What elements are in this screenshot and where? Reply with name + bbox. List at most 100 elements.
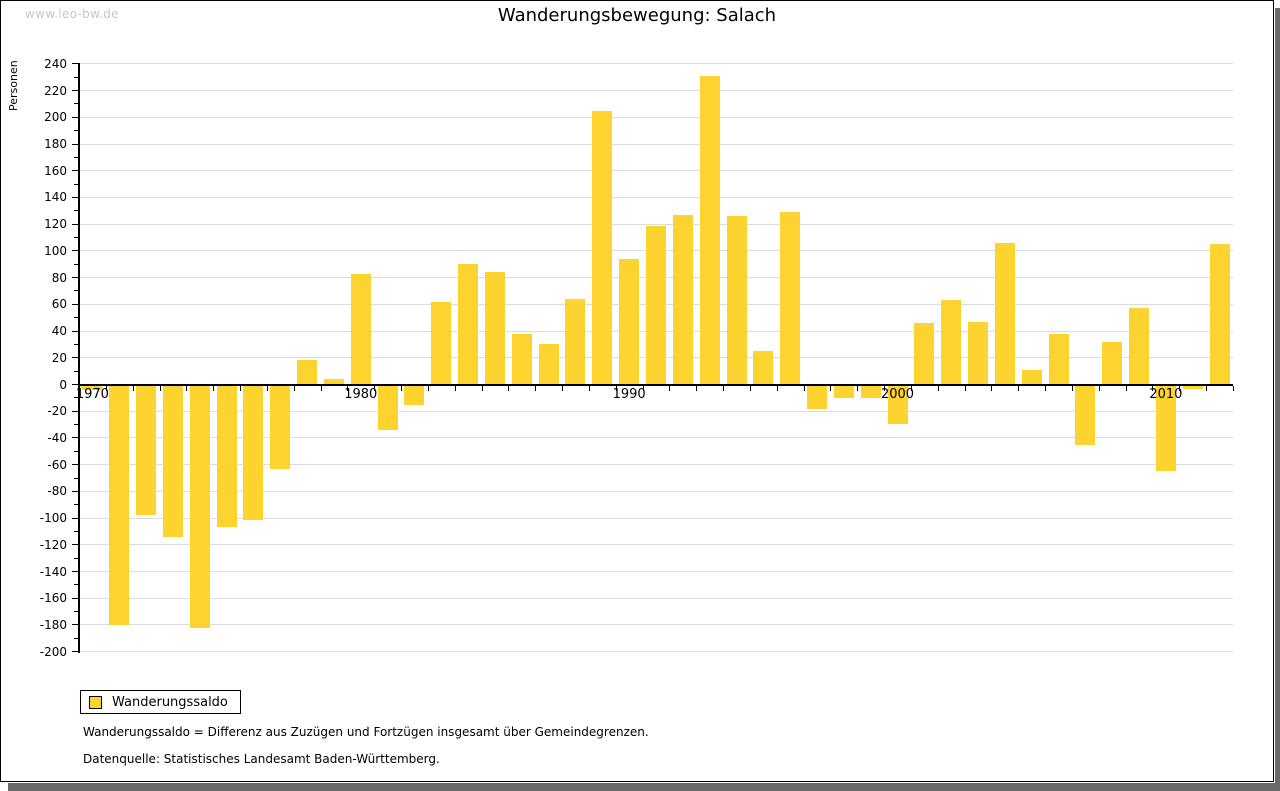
y-axis-tick xyxy=(72,544,78,546)
y-axis-tick xyxy=(74,397,78,399)
bar-1970 xyxy=(82,386,103,390)
y-axis-label: 200 xyxy=(44,110,67,125)
y-axis-tick xyxy=(72,63,78,65)
x-axis-tick xyxy=(481,385,483,391)
y-axis-line xyxy=(78,62,80,653)
x-axis-tick xyxy=(642,385,644,391)
x-axis-tick xyxy=(1152,385,1154,391)
x-axis-tick xyxy=(1098,385,1100,391)
y-axis-tick xyxy=(72,277,78,279)
y-axis-label: 100 xyxy=(44,243,67,258)
x-axis-label: 1970 xyxy=(75,386,109,402)
gridline xyxy=(79,490,1233,492)
gridline xyxy=(79,170,1233,172)
window-shadow-bottom xyxy=(8,783,1280,791)
bar-1979 xyxy=(323,379,344,385)
x-axis-label: 1980 xyxy=(344,386,378,402)
y-axis-tick xyxy=(74,290,78,292)
bar-1989 xyxy=(592,110,613,385)
x-axis-tick xyxy=(964,385,966,391)
bar-1978 xyxy=(297,360,318,385)
bar-2008 xyxy=(1102,341,1123,385)
x-axis-tick xyxy=(588,385,590,391)
x-axis-tick xyxy=(1125,385,1127,391)
bar-1999 xyxy=(860,386,881,398)
x-axis-tick xyxy=(696,385,698,391)
y-axis-tick xyxy=(72,597,78,599)
plot-area: -200 -180 -160 -140 -120 -100 -80 -60 -40 -20 0 20 4… xyxy=(1,1,1273,781)
gridline xyxy=(79,517,1233,519)
bar-2010 xyxy=(1155,386,1176,471)
bar-1998 xyxy=(833,386,854,398)
x-axis-tick xyxy=(830,385,832,391)
bar-2005 xyxy=(1021,369,1042,385)
bar-1985 xyxy=(484,272,505,385)
y-axis-label: 160 xyxy=(44,163,67,178)
x-axis-tick xyxy=(374,385,376,391)
y-axis-tick xyxy=(74,210,78,212)
x-axis-tick xyxy=(910,385,912,391)
y-axis-label: -140 xyxy=(39,564,67,579)
x-axis-tick xyxy=(857,385,859,391)
bar-1997 xyxy=(807,386,828,409)
x-axis-tick xyxy=(320,385,322,391)
y-axis-tick xyxy=(72,143,78,145)
x-axis-tick xyxy=(454,385,456,391)
x-axis-label: 1990 xyxy=(612,386,646,402)
x-axis-tick xyxy=(669,385,671,391)
gridline xyxy=(79,651,1233,653)
bar-1972 xyxy=(136,386,157,515)
y-axis-label: -120 xyxy=(39,537,67,552)
bar-1990 xyxy=(619,258,640,385)
bar-1973 xyxy=(162,386,183,537)
y-axis-label: 120 xyxy=(44,217,67,232)
x-axis-tick xyxy=(427,385,429,391)
gridline xyxy=(79,597,1233,599)
y-axis-label: -80 xyxy=(47,484,67,499)
y-axis-tick xyxy=(74,156,78,158)
y-axis-tick xyxy=(74,370,78,372)
x-axis-tick xyxy=(749,385,751,391)
x-axis-tick xyxy=(266,385,268,391)
y-axis-tick xyxy=(72,303,78,305)
gridline xyxy=(79,571,1233,573)
y-axis-tick xyxy=(74,130,78,132)
bar-1987 xyxy=(538,344,559,385)
y-axis-label: 80 xyxy=(51,270,67,285)
x-axis-tick xyxy=(105,385,107,391)
x-axis-tick xyxy=(803,385,805,391)
bar-1981 xyxy=(377,386,398,430)
x-axis-tick xyxy=(213,385,215,391)
x-axis-tick xyxy=(240,385,242,391)
bar-1988 xyxy=(565,298,586,385)
y-axis-tick xyxy=(72,384,78,385)
bar-2004 xyxy=(994,242,1015,385)
y-axis-label: -60 xyxy=(47,457,67,472)
gridline xyxy=(79,196,1233,198)
y-axis-tick xyxy=(72,90,78,92)
bar-1976 xyxy=(243,386,264,520)
y-axis-tick xyxy=(74,450,78,452)
y-axis-label: 180 xyxy=(44,137,67,152)
y-axis-tick xyxy=(74,237,78,239)
y-axis-tick xyxy=(74,263,78,265)
y-axis-tick xyxy=(72,437,78,439)
legend-swatch xyxy=(89,695,102,709)
bar-2007 xyxy=(1075,386,1096,445)
x-axis-tick xyxy=(937,385,939,391)
x-axis-tick xyxy=(1045,385,1047,391)
y-axis-label: -180 xyxy=(39,617,67,632)
bar-1975 xyxy=(216,386,237,527)
y-axis-tick xyxy=(72,517,78,519)
y-axis-label: -100 xyxy=(39,511,67,526)
x-axis-tick xyxy=(1206,385,1208,391)
x-axis-tick xyxy=(159,385,161,391)
x-axis-tick xyxy=(535,385,537,391)
gridline xyxy=(79,437,1233,439)
x-axis-tick xyxy=(401,385,403,391)
x-axis-line xyxy=(79,383,1233,386)
x-axis-label: 2010 xyxy=(1149,386,1183,402)
bar-1992 xyxy=(672,214,693,385)
y-axis-tick xyxy=(72,330,78,332)
